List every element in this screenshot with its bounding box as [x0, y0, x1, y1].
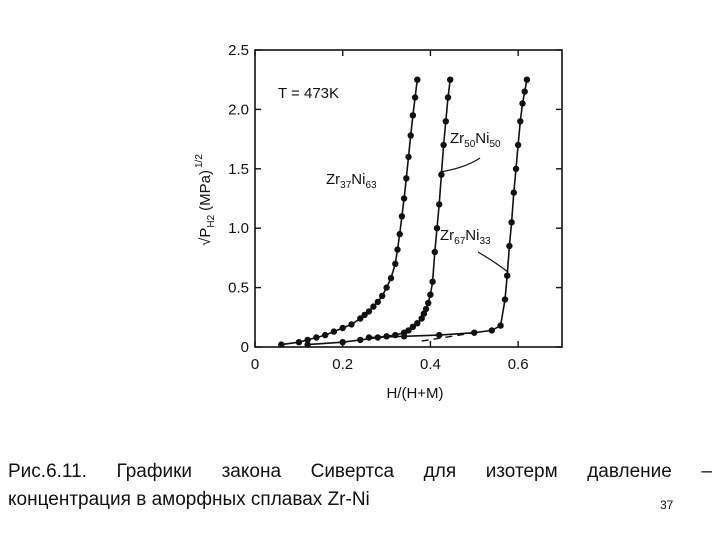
data-point [383, 284, 390, 291]
data-point [357, 336, 364, 344]
data-point [409, 112, 417, 119]
series-layer [278, 76, 531, 348]
data-point [447, 76, 454, 83]
data-point [444, 94, 452, 101]
data-point [357, 315, 364, 322]
svg-text:√PH2(MPa)1/2: √PH2(MPa)1/2 [194, 154, 217, 246]
series-label-zr50ni50: Zr50Ni50 [450, 130, 501, 150]
data-point [379, 292, 386, 300]
data-point [440, 141, 447, 149]
data-point [407, 132, 414, 139]
page-number: 37 [660, 498, 674, 512]
data-point [514, 141, 522, 149]
series-zr50ni50 [304, 76, 454, 348]
data-point [508, 219, 515, 226]
data-point [400, 195, 408, 202]
data-point [295, 339, 303, 346]
data-point [523, 76, 531, 83]
data-point [418, 315, 425, 322]
data-point [422, 305, 430, 313]
data-point [521, 88, 528, 95]
data-point [488, 327, 495, 334]
data-point [365, 308, 373, 315]
data-point [396, 230, 403, 238]
data-point [510, 189, 517, 196]
y-tick-label: 1.0 [228, 220, 249, 237]
data-point [497, 322, 504, 329]
data-point [361, 311, 368, 319]
data-point [339, 339, 346, 346]
chart-axes [254, 49, 563, 348]
x-tick-label: 0.2 [332, 356, 353, 373]
figure-caption-line-1: Рис.6.11. Графики закона Сивертса для из… [8, 461, 712, 482]
series-label-zr37ni63: Zr37Ni63 [326, 171, 377, 191]
leader-line-zr50ni50 [439, 157, 481, 173]
series-zr37ni63 [278, 76, 421, 348]
data-point [403, 175, 410, 182]
data-point [278, 341, 285, 348]
data-point [431, 248, 438, 256]
data-point [433, 225, 441, 232]
x-tick-label: 0.6 [508, 356, 529, 373]
y-axis-title: √PH2(MPa)1/2 [194, 154, 217, 246]
data-point [392, 260, 399, 267]
data-point [471, 329, 478, 336]
data-point [442, 118, 449, 125]
y-tick-label: 2.5 [228, 42, 249, 59]
data-point [425, 299, 432, 307]
data-point [414, 76, 421, 83]
y-axis-ticks: 0 0.5 1.0 1.5 2.0 2.5 [228, 42, 562, 356]
y-tick-label: 0.5 [228, 280, 249, 297]
data-point [504, 272, 511, 279]
dashed-plateau-line [421, 332, 475, 342]
data-point [519, 100, 526, 107]
figure-caption-line-2: концентрация в аморфных сплавах Zr-Ni [8, 489, 370, 510]
x-tick-label: 0.4 [420, 356, 441, 373]
data-point [322, 331, 329, 339]
data-point [405, 153, 412, 161]
x-tick-label: 0 [251, 356, 259, 373]
temperature-annotation: T = 473K [278, 85, 339, 102]
data-point [304, 336, 311, 344]
data-point [348, 321, 355, 328]
data-point [304, 341, 311, 348]
series-line [281, 79, 419, 346]
data-point [436, 201, 443, 208]
data-point [339, 324, 346, 332]
data-point [501, 296, 509, 303]
data-point [436, 331, 443, 339]
sieverts-chart: 0 0.2 0.4 0.6 0 0.5 1.0 1.5 2.0 2.5 √PH2(MPa)1/2… [194, 42, 563, 402]
data-point [374, 298, 381, 306]
y-tick-label: 2.0 [228, 101, 249, 118]
data-point [414, 320, 421, 327]
data-point [387, 274, 395, 282]
data-point [429, 278, 436, 285]
data-point [506, 242, 513, 250]
data-point [394, 246, 401, 253]
data-point [411, 94, 419, 101]
series-label-zr67ni33: Zr67Ni33 [440, 227, 491, 247]
series-zr67ni33 [365, 76, 531, 341]
data-point [370, 303, 377, 310]
data-point [427, 291, 434, 298]
data-point [405, 327, 412, 334]
data-point [398, 213, 406, 220]
x-axis-title: H/(H+M) [386, 385, 443, 402]
data-point [400, 333, 408, 340]
y-tick-label: 0 [241, 339, 249, 356]
y-tick-label: 1.5 [228, 161, 249, 178]
data-point [512, 165, 520, 172]
x-axis-ticks: 0 0.2 0.4 0.6 [251, 50, 529, 373]
data-point [330, 328, 338, 335]
data-point [365, 334, 373, 341]
data-point [409, 323, 417, 330]
data-point [438, 171, 445, 178]
data-point [313, 334, 320, 341]
data-point [517, 118, 524, 125]
plot-frame [254, 49, 563, 348]
leader-line-zr67ni33 [477, 251, 509, 273]
